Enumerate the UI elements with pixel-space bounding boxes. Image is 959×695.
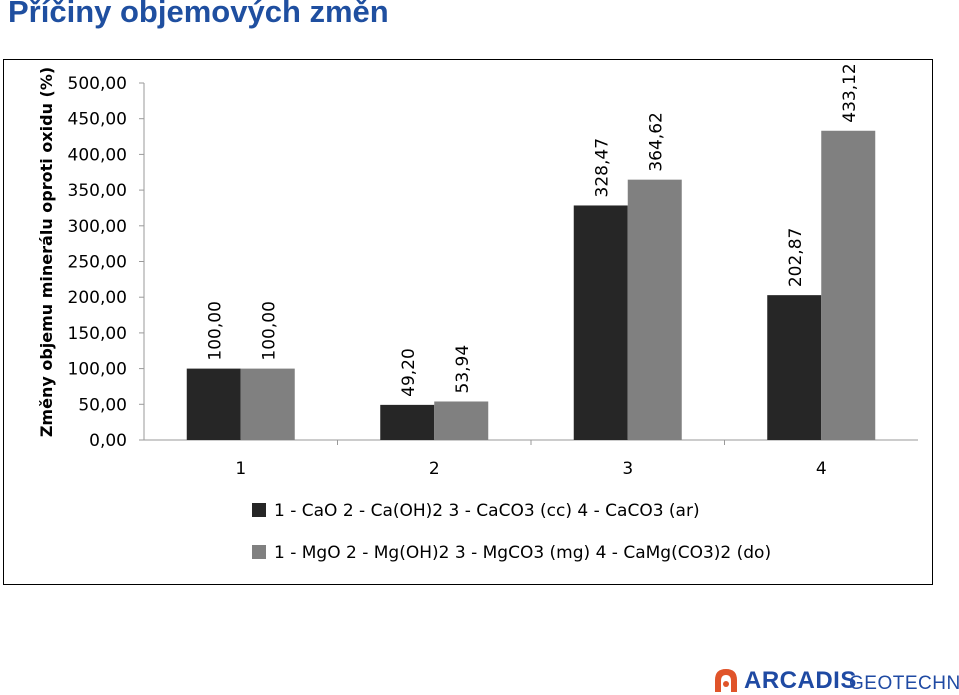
data-label: 49,20: [399, 348, 419, 397]
y-tick-label: 100,00: [68, 360, 127, 380]
bar: [240, 368, 295, 440]
logo-brand: ARCADIS: [744, 667, 857, 694]
bar: [186, 368, 241, 440]
data-label: 328,47: [593, 138, 613, 197]
y-tick-label: 400,00: [68, 145, 127, 165]
y-tick-label: 150,00: [68, 324, 127, 344]
bar: [380, 404, 435, 440]
bar-chart: Změny objemu minerálu oproti oxidu (%) 0…: [37, 63, 918, 563]
y-tick-label: 450,00: [68, 110, 127, 130]
bar: [821, 130, 876, 440]
bar: [767, 295, 822, 440]
x-tick-label: 1: [235, 459, 246, 479]
legend-label: 1 - MgO 2 - Mg(OH)2 3 - MgCO3 (mg) 4 - C…: [274, 543, 771, 563]
y-tick-label: 300,00: [68, 217, 127, 237]
y-tick-label: 500,00: [68, 74, 127, 94]
data-label: 53,94: [453, 345, 473, 394]
logo-subtitle: GEOTECHNIKA: [849, 673, 959, 694]
bar: [573, 205, 628, 440]
arcadis-logo: ARCADIS GEOTECHNIKA: [712, 666, 959, 694]
x-tick-label: 3: [622, 459, 633, 479]
legend-swatch: [252, 545, 266, 559]
y-tick-label: 200,00: [68, 288, 127, 308]
y-tick-label: 350,00: [68, 181, 127, 201]
x-tick-label: 4: [816, 459, 827, 479]
y-tick-label: 50,00: [78, 395, 127, 415]
arcadis-logo-mark-icon: [715, 669, 737, 692]
y-tick-label: 250,00: [68, 253, 127, 273]
data-label: 100,00: [260, 301, 280, 360]
data-label: 433,12: [840, 63, 860, 122]
slide-title: Příčiny objemových změn: [8, 0, 389, 29]
data-label: 202,87: [786, 228, 806, 287]
data-label: 100,00: [206, 301, 226, 360]
y-axis-label: Změny objemu minerálu oproti oxidu (%): [37, 67, 56, 437]
y-tick-label: 0,00: [89, 431, 127, 451]
data-label: 364,62: [647, 112, 667, 171]
bar: [434, 401, 489, 440]
chart-frame: Změny objemu minerálu oproti oxidu (%) 0…: [3, 59, 933, 585]
bar: [627, 179, 682, 440]
x-tick-label: 2: [429, 459, 440, 479]
legend-label: 1 - CaO 2 - Ca(OH)2 3 - CaCO3 (cc) 4 - C…: [274, 501, 700, 521]
legend-swatch: [252, 503, 266, 517]
